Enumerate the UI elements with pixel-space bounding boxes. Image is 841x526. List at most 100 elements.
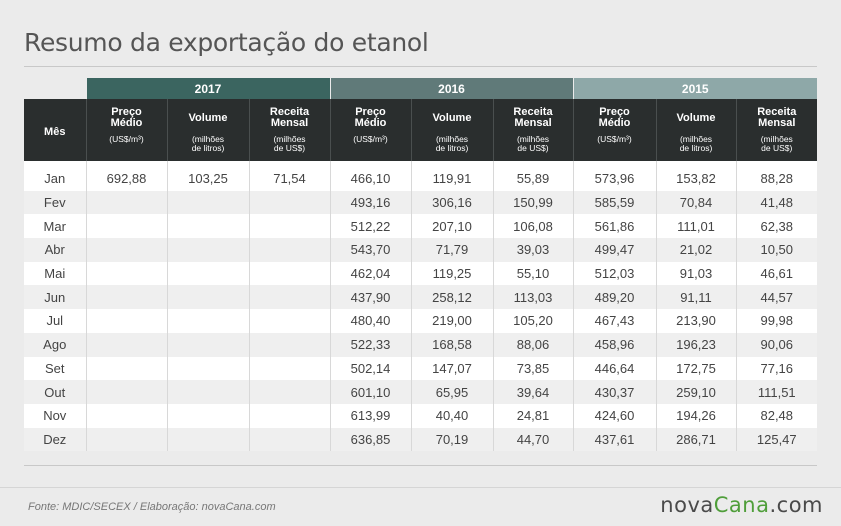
2015-preco-cell: 446,64 <box>572 356 656 381</box>
2016-preco-cell: 512,22 <box>329 214 411 239</box>
2016-receita-cell: 55,89 <box>492 167 573 191</box>
unit-header-volume-line2: de litros) <box>435 143 469 153</box>
spacer-cell <box>329 161 411 167</box>
col-header-preco: Preço Médio <box>85 99 167 133</box>
unit-header-volume: (milhões de litros) <box>655 133 736 161</box>
2017-receita-cell <box>248 332 330 357</box>
unit-header-receita-line1: (milhões <box>273 134 306 144</box>
month-cell: Mai <box>24 261 86 286</box>
2016-volume-cell: 258,12 <box>410 285 493 310</box>
2017-preco-cell <box>85 190 167 215</box>
2016-receita-cell: 24,81 <box>492 403 573 428</box>
spacer-cell <box>492 161 573 167</box>
month-cell: Jan <box>24 167 86 191</box>
2015-volume-cell: 153,82 <box>655 167 736 191</box>
col-header-receita-line1: Receita <box>269 106 310 118</box>
2015-receita-cell: 88,28 <box>735 167 818 191</box>
2016-receita-cell: 106,08 <box>492 214 573 239</box>
2015-preco-cell: 467,43 <box>572 309 656 333</box>
2015-receita-cell: 125,47 <box>735 427 818 452</box>
export-table: 2017 2016 2015 Mês Preço Médio Volume Rec… <box>24 78 818 452</box>
2017-volume-cell <box>166 427 249 452</box>
2017-receita-cell <box>248 380 330 404</box>
table-bottom-border <box>24 465 817 466</box>
2017-receita-cell <box>248 285 330 310</box>
col-header-preco-line2: Médio <box>354 117 387 129</box>
month-column-header: Mês <box>24 99 86 161</box>
novacana-logo: novaCana.com <box>660 493 823 517</box>
spacer-cell <box>572 161 656 167</box>
2017-preco-cell: 692,88 <box>85 167 167 191</box>
2016-volume-cell: 147,07 <box>410 356 493 381</box>
2017-preco-cell <box>85 427 167 452</box>
table-row: Jan 692,88 103,25 71,54 466,10 119,91 55,89 573… <box>24 167 818 191</box>
2017-volume-cell <box>166 380 249 404</box>
2017-preco-cell <box>85 380 167 404</box>
unit-header-receita-line2: de US$) <box>273 143 306 153</box>
col-header-preco-line1: Preço <box>355 106 386 118</box>
2016-receita-cell: 150,99 <box>492 190 573 215</box>
logo-part-com: .com <box>769 493 823 517</box>
table-row: Out 601,10 65,95 39,64 430,37 259,10 111,51 <box>24 380 818 404</box>
2015-receita-cell: 62,38 <box>735 214 818 239</box>
table-row: Mar 512,22 207,10 106,08 561,86 111,01 62,38 <box>24 214 818 239</box>
month-cell: Dez <box>24 427 86 452</box>
2015-volume-cell: 111,01 <box>655 214 736 239</box>
2016-receita-cell: 39,64 <box>492 380 573 404</box>
month-cell: Out <box>24 380 86 404</box>
2017-volume-cell <box>166 214 249 239</box>
2015-receita-cell: 82,48 <box>735 403 818 428</box>
2016-preco-cell: 480,40 <box>329 309 411 333</box>
2017-volume-cell <box>166 238 249 262</box>
unit-header-volume-line1: (milhões <box>679 134 713 144</box>
unit-header-receita: (milhões de US$) <box>735 133 818 161</box>
2015-receita-cell: 10,50 <box>735 238 818 262</box>
2017-volume-cell <box>166 190 249 215</box>
table-body: Jan 692,88 103,25 71,54 466,10 119,91 55,89 573… <box>24 167 818 452</box>
2017-receita-cell <box>248 261 330 286</box>
2017-receita-cell <box>248 190 330 215</box>
col-header-volume: Volume <box>655 99 736 133</box>
2017-preco-cell <box>85 403 167 428</box>
year-header-2016: 2016 <box>329 78 573 99</box>
spacer-cell <box>24 161 86 167</box>
source-credit: Fonte: MDIC/SECEX / Elaboração: novaCana… <box>28 501 276 513</box>
unit-header-row: (US$/m³) (milhões de litros) (milhões de U… <box>24 133 818 161</box>
2015-receita-cell: 77,16 <box>735 356 818 381</box>
2016-volume-cell: 219,00 <box>410 309 493 333</box>
table-row: Dez 636,85 70,19 44,70 437,61 286,71 125,47 <box>24 427 818 452</box>
year-header-row: 2017 2016 2015 <box>24 78 818 99</box>
2017-receita-cell <box>248 403 330 428</box>
header-spacer-row <box>24 161 818 167</box>
spacer-cell <box>655 161 736 167</box>
2015-preco-cell: 512,03 <box>572 261 656 286</box>
col-header-preco: Preço Médio <box>329 99 411 133</box>
spacer-cell <box>85 161 167 167</box>
2016-preco-cell: 502,14 <box>329 356 411 381</box>
col-header-receita-line2: Mensal <box>758 117 796 129</box>
footer-divider <box>0 487 841 488</box>
table-row: Jul 480,40 219,00 105,20 467,43 213,90 99,98 <box>24 309 818 333</box>
2016-receita-cell: 73,85 <box>492 356 573 381</box>
2016-preco-cell: 462,04 <box>329 261 411 286</box>
2017-preco-cell <box>85 261 167 286</box>
unit-header-receita-line1: (milhões <box>516 134 550 144</box>
unit-header-receita: (milhões de US$) <box>248 133 330 161</box>
2016-volume-cell: 306,16 <box>410 190 493 215</box>
2016-preco-cell: 466,10 <box>329 167 411 191</box>
2017-volume-cell <box>166 309 249 333</box>
col-header-preco: Preço Médio <box>572 99 656 133</box>
2016-preco-cell: 493,16 <box>329 190 411 215</box>
2016-receita-cell: 55,10 <box>492 261 573 286</box>
2015-volume-cell: 70,84 <box>655 190 736 215</box>
2015-preco-cell: 585,59 <box>572 190 656 215</box>
unit-header-volume: (milhões de litros) <box>410 133 493 161</box>
unit-header-volume-line2: de litros) <box>191 143 225 153</box>
col-header-preco-line1: Preço <box>599 106 630 118</box>
unit-header-preco: (US$/m³) <box>329 133 411 161</box>
2015-receita-cell: 44,57 <box>735 285 818 310</box>
2017-preco-cell <box>85 238 167 262</box>
2017-volume-cell <box>166 261 249 286</box>
col-header-preco-line2: Médio <box>598 117 631 129</box>
2015-volume-cell: 286,71 <box>655 427 736 452</box>
